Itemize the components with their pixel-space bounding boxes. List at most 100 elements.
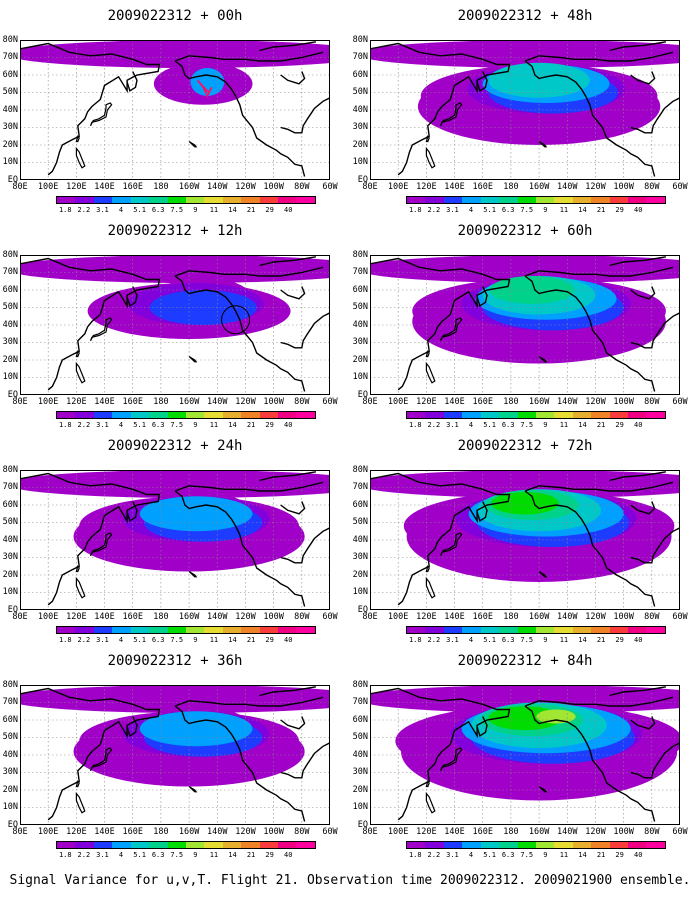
coastline <box>188 140 198 148</box>
map-svg <box>370 470 680 610</box>
coastline <box>259 686 317 697</box>
colorbar-swatch <box>591 627 610 633</box>
lat-label: 40N <box>352 104 368 115</box>
lon-label: 100E <box>387 182 409 192</box>
coastline <box>75 791 86 814</box>
map-svg <box>370 40 680 180</box>
coastline <box>174 705 306 822</box>
lon-label: 80E <box>12 612 28 622</box>
colorbar-swatch <box>425 842 444 848</box>
colorbar-swatch <box>222 412 242 418</box>
colorbar-label: 4 <box>118 851 124 859</box>
coastline <box>439 317 463 342</box>
colorbar-swatch <box>591 842 610 848</box>
map-frame <box>370 255 680 395</box>
colorbar-label: 6.3 <box>501 421 515 429</box>
colorbar-swatch <box>443 197 463 203</box>
coastline <box>75 780 80 788</box>
colorbar-swatch <box>185 627 205 633</box>
coastline <box>476 501 488 522</box>
lon-label: 160E <box>472 612 493 622</box>
lon-label: 60W <box>322 612 338 622</box>
colorbar-swatch <box>167 842 186 848</box>
colorbar-label: 3.1 <box>446 851 459 859</box>
map-svg <box>20 685 330 825</box>
lon-label: 140E <box>94 182 115 192</box>
colorbar-swatch <box>241 627 260 633</box>
colorbar-swatch <box>499 627 518 633</box>
lat-label: EQ <box>357 389 368 400</box>
colorbar-swatch <box>609 197 629 203</box>
lon-label: 120E <box>416 182 437 192</box>
lat-label: 60N <box>2 714 18 725</box>
lat-label: 70N <box>352 482 368 492</box>
colorbar-label: 3.1 <box>96 421 109 429</box>
colorbar-labels: 1.8 2.2 3.1 4 5.1 6.3 7.5 9 11 14 21 29 40 <box>56 206 316 214</box>
colorbar-label: 14 <box>228 636 237 644</box>
colorbar-label: 2.2 <box>77 636 91 644</box>
colorbar-swatch <box>609 842 629 848</box>
lat-label: 70N <box>2 52 18 62</box>
lat-label: 20N <box>352 569 368 580</box>
colorbar-swatch <box>149 197 168 203</box>
coastline <box>538 355 548 363</box>
colorbar-label: 3.1 <box>446 206 459 214</box>
lon-label: 160E <box>472 827 493 837</box>
lon-label: 60W <box>672 612 688 622</box>
lon-label: 120E <box>66 827 87 837</box>
lon-label: 80W <box>644 612 660 622</box>
colorbar-label: 40 <box>634 206 643 214</box>
colorbar-label: 9 <box>193 636 198 644</box>
lat-label: EQ <box>357 174 368 185</box>
colorbar-label: 29 <box>265 206 274 214</box>
lat-label: 50N <box>352 732 368 742</box>
lat-label: 10N <box>352 372 368 382</box>
colorbar <box>56 196 316 204</box>
coastline <box>75 135 80 143</box>
lat-label: 10N <box>352 157 368 167</box>
colorbar-swatch <box>462 197 481 203</box>
colorbar-label: 14 <box>578 851 587 859</box>
lon-label: 160W <box>528 612 550 622</box>
coastline <box>280 312 330 349</box>
coastline <box>89 747 113 772</box>
coastline <box>630 312 680 349</box>
colorbar-swatch <box>130 197 150 203</box>
lon-label: 100W <box>263 612 284 622</box>
lon-label: 140E <box>94 397 115 407</box>
colorbar-swatch <box>517 842 536 848</box>
colorbar-label: 1.8 <box>408 851 422 859</box>
coastline <box>370 42 511 176</box>
variance-contour <box>20 40 330 68</box>
colorbar-swatch <box>185 842 205 848</box>
colorbar-swatch <box>278 842 297 848</box>
colorbar-label: 40 <box>284 851 293 859</box>
coastline <box>439 532 463 557</box>
variance-contour <box>370 255 680 283</box>
colorbar-swatch <box>57 842 76 848</box>
colorbar-label: 1.8 <box>408 206 422 214</box>
coastline <box>524 696 674 707</box>
coastline <box>630 501 656 515</box>
colorbar <box>406 196 666 204</box>
colorbar-label: 9 <box>543 851 548 859</box>
lat-label: 40N <box>2 104 18 115</box>
colorbar-swatch <box>425 627 444 633</box>
coastline <box>609 256 667 267</box>
colorbar-swatch <box>407 197 426 203</box>
lat-label: 80N <box>2 249 18 260</box>
coastline <box>280 742 330 779</box>
coastline <box>630 286 656 300</box>
coastline <box>370 687 511 821</box>
coastline <box>20 687 161 821</box>
lon-label: 120E <box>66 397 87 407</box>
variance-contour <box>491 492 559 515</box>
coastline <box>89 532 113 557</box>
colorbar-swatch <box>149 412 168 418</box>
colorbar-labels: 1.8 2.2 3.1 4 5.1 6.3 7.5 9 11 14 21 29 40 <box>56 421 316 429</box>
map-area: 80N 70N 60N 50N 40N 30N 20N 10N EQ 80E 100E 120E 140… <box>3 680 338 837</box>
lon-label: 140W <box>207 827 228 837</box>
lon-label: 140E <box>94 827 115 837</box>
colorbar-swatch <box>462 412 481 418</box>
colorbar-label: 6.3 <box>501 636 515 644</box>
